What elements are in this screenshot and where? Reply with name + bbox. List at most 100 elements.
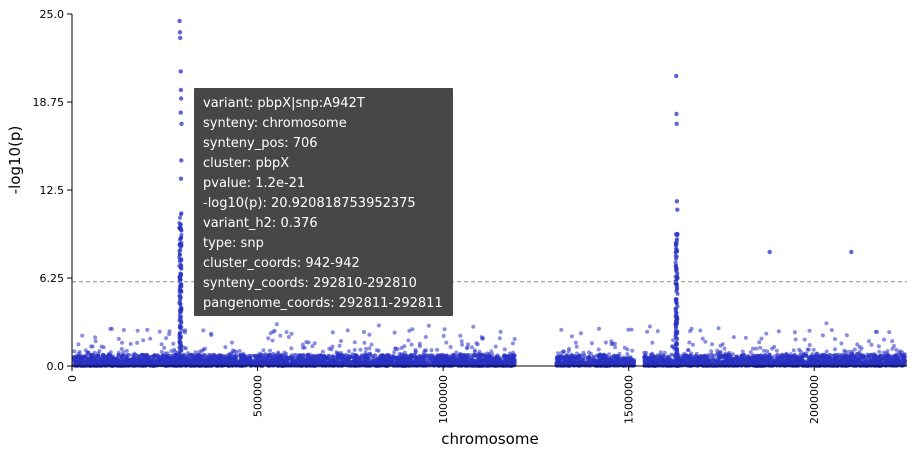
data-point[interactable] xyxy=(849,349,854,354)
data-point[interactable] xyxy=(722,346,727,351)
data-point[interactable] xyxy=(444,340,449,345)
data-point[interactable] xyxy=(589,341,594,346)
data-point[interactable] xyxy=(807,328,812,333)
data-point[interactable] xyxy=(792,330,797,335)
data-point[interactable] xyxy=(72,349,77,354)
data-point[interactable] xyxy=(645,329,650,334)
data-point[interactable] xyxy=(183,330,187,335)
data-point[interactable] xyxy=(757,340,762,345)
data-point[interactable] xyxy=(711,359,716,363)
data-point[interactable] xyxy=(890,339,895,344)
data-point[interactable] xyxy=(715,348,720,353)
data-point[interactable] xyxy=(613,345,618,350)
data-point[interactable] xyxy=(300,342,305,347)
data-point[interactable] xyxy=(345,328,350,333)
data-point[interactable] xyxy=(793,337,798,342)
data-point[interactable] xyxy=(881,350,886,355)
data-point[interactable] xyxy=(367,346,372,351)
data-point[interactable] xyxy=(347,349,351,354)
data-point[interactable] xyxy=(489,349,494,354)
data-point[interactable] xyxy=(306,340,311,345)
data-point[interactable] xyxy=(607,352,611,357)
data-point[interactable] xyxy=(480,336,485,341)
data-point[interactable] xyxy=(286,335,291,339)
data-point[interactable] xyxy=(423,335,428,339)
data-point[interactable] xyxy=(578,331,583,336)
data-point[interactable] xyxy=(556,351,561,356)
data-point[interactable] xyxy=(441,333,446,338)
data-point[interactable] xyxy=(472,349,477,354)
data-point[interactable] xyxy=(404,353,408,358)
data-point[interactable] xyxy=(650,340,655,345)
data-point[interactable] xyxy=(223,345,228,350)
data-point[interactable] xyxy=(754,346,759,351)
data-point[interactable] xyxy=(407,328,412,333)
data-point[interactable] xyxy=(498,329,503,334)
data-point[interactable] xyxy=(670,344,675,349)
data-point[interactable] xyxy=(339,339,343,343)
data-point[interactable] xyxy=(330,330,335,335)
data-point[interactable] xyxy=(855,342,860,347)
data-point[interactable] xyxy=(833,347,837,352)
data-point[interactable] xyxy=(268,348,272,353)
data-point[interactable] xyxy=(609,339,614,344)
data-point[interactable] xyxy=(655,329,660,334)
data-point[interactable] xyxy=(703,339,708,344)
data-point[interactable] xyxy=(630,348,635,353)
data-point[interactable] xyxy=(76,342,81,347)
data-point[interactable] xyxy=(580,356,585,361)
data-point[interactable] xyxy=(86,350,90,355)
data-point[interactable] xyxy=(261,348,266,353)
data-point[interactable] xyxy=(393,346,398,351)
data-point[interactable] xyxy=(92,350,97,355)
data-point[interactable] xyxy=(227,352,232,357)
data-point[interactable] xyxy=(774,348,779,353)
data-point[interactable] xyxy=(109,326,114,331)
data-point[interactable] xyxy=(278,333,283,338)
data-point[interactable] xyxy=(559,327,564,332)
data-point[interactable] xyxy=(284,330,289,335)
data-point[interactable] xyxy=(426,323,431,328)
data-point[interactable] xyxy=(270,338,275,343)
data-point[interactable] xyxy=(622,345,627,350)
data-point[interactable] xyxy=(352,347,357,352)
data-point[interactable] xyxy=(124,348,129,353)
data-point[interactable] xyxy=(758,345,763,350)
data-point[interactable] xyxy=(700,336,705,341)
data-point[interactable] xyxy=(842,348,847,353)
data-point[interactable] xyxy=(867,339,871,344)
data-point[interactable] xyxy=(597,326,601,331)
data-point[interactable] xyxy=(162,345,167,350)
data-point[interactable] xyxy=(662,350,667,355)
data-point[interactable] xyxy=(798,349,803,354)
data-point[interactable] xyxy=(562,349,566,354)
data-point[interactable] xyxy=(157,329,162,334)
data-point[interactable] xyxy=(89,344,94,349)
data-point[interactable] xyxy=(824,321,829,326)
data-point[interactable] xyxy=(358,347,363,352)
data-point[interactable] xyxy=(885,359,890,363)
data-point[interactable] xyxy=(890,346,895,351)
data-point[interactable] xyxy=(410,327,415,332)
data-point[interactable] xyxy=(510,341,515,346)
data-point[interactable] xyxy=(470,345,474,350)
data-point[interactable] xyxy=(829,328,834,333)
data-point[interactable] xyxy=(603,340,608,345)
data-point[interactable] xyxy=(135,340,140,345)
data-point[interactable] xyxy=(647,324,652,329)
data-point[interactable] xyxy=(141,338,146,343)
data-point[interactable] xyxy=(392,330,397,335)
data-point[interactable] xyxy=(731,352,735,357)
data-point[interactable] xyxy=(128,342,133,346)
data-point[interactable] xyxy=(846,349,851,354)
data-point[interactable] xyxy=(289,346,294,351)
data-point[interactable] xyxy=(709,349,714,354)
data-point[interactable] xyxy=(310,344,315,349)
data-point[interactable] xyxy=(435,347,440,352)
data-point[interactable] xyxy=(716,326,721,331)
data-point[interactable] xyxy=(199,349,204,353)
data-point[interactable] xyxy=(101,345,106,350)
data-point[interactable] xyxy=(852,347,857,352)
data-point[interactable] xyxy=(474,341,479,346)
data-point[interactable] xyxy=(167,332,172,337)
